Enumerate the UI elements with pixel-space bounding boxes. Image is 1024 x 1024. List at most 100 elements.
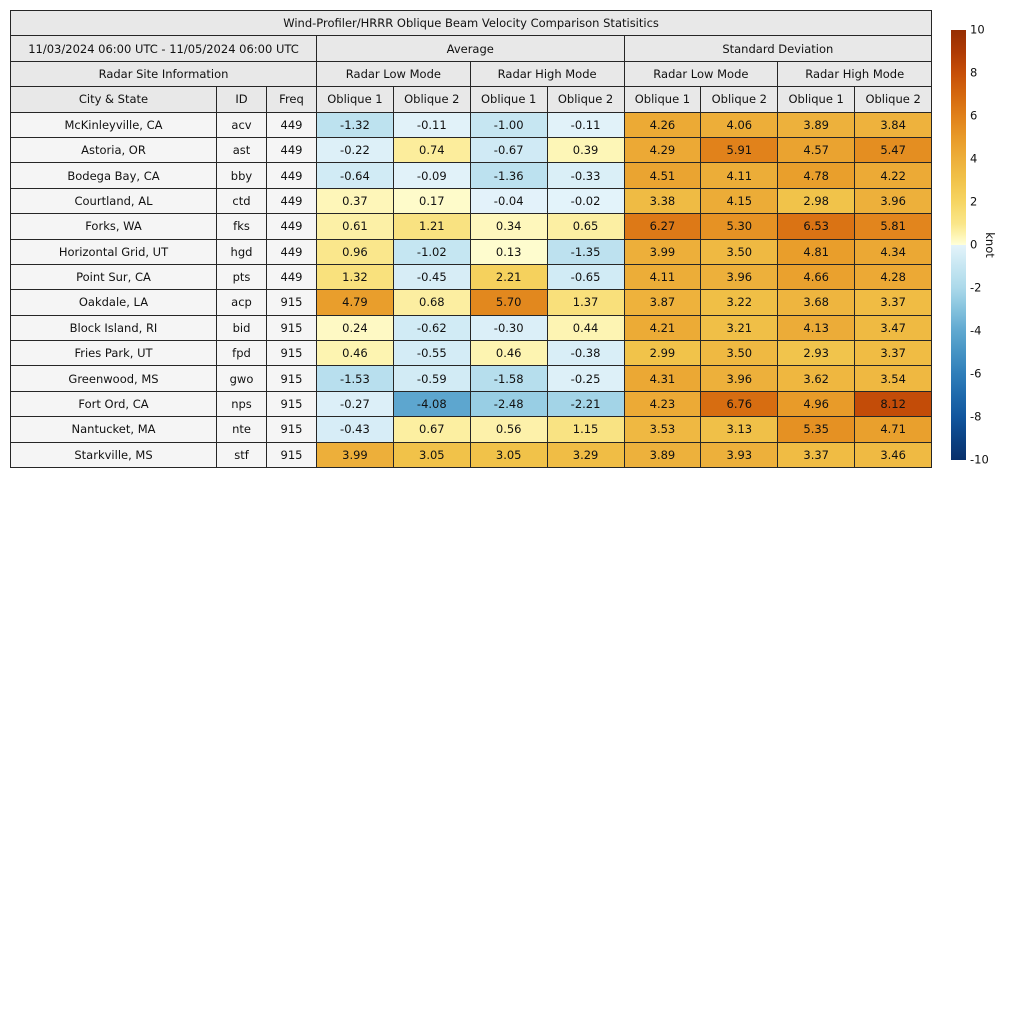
city-cell: Astoria, OR	[10, 136, 217, 164]
oblique-1-header: Oblique 1	[777, 86, 856, 113]
value-cell: -0.02	[546, 187, 625, 215]
value-cell: 0.44	[546, 314, 625, 342]
city-cell: Horizontal Grid, UT	[10, 238, 217, 265]
city-cell: Point Sur, CA	[10, 263, 217, 291]
value-cell: -0.27	[316, 390, 394, 418]
value-cell: 3.50	[700, 238, 779, 265]
column-header-row: City & State ID Freq Oblique 1 Oblique 2…	[10, 86, 933, 113]
value-cell: 1.15	[546, 416, 625, 443]
value-cell: -0.25	[546, 365, 625, 392]
value-cell: 4.15	[700, 187, 779, 215]
colorbar-tick-label: 10	[970, 22, 985, 37]
value-cell: 3.37	[854, 340, 933, 367]
value-cell: -0.67	[469, 136, 548, 164]
value-cell: 3.99	[316, 441, 394, 469]
value-cell: 0.61	[316, 213, 394, 240]
table-row: Bodega Bay, CA bby 449 -0.64 -0.09 -1.36 -0.33…	[10, 162, 933, 189]
value-cell: 5.35	[777, 416, 856, 443]
table-row: Fries Park, UT fpd 915 0.46 -0.55 0.46 -0.38 2.…	[10, 340, 933, 367]
value-cell: -1.58	[469, 365, 548, 392]
value-cell: 0.65	[546, 213, 625, 240]
freq-cell: 915	[266, 314, 317, 342]
city-cell: Greenwood, MS	[10, 365, 217, 392]
value-cell: 3.87	[623, 289, 702, 316]
colorbar-tick-label: -10	[970, 452, 989, 467]
value-cell: 4.21	[623, 314, 702, 342]
oblique-1-header: Oblique 1	[316, 86, 394, 113]
value-cell: -4.08	[392, 390, 471, 418]
freq-cell: 449	[266, 263, 317, 291]
std-low-mode-header: Radar Low Mode	[623, 60, 779, 88]
value-cell: 3.29	[546, 441, 625, 469]
value-cell: -1.32	[316, 111, 394, 138]
value-cell: 0.17	[392, 187, 471, 215]
id-cell: acv	[216, 111, 267, 138]
value-cell: 3.96	[700, 263, 779, 291]
freq-cell: 915	[266, 289, 317, 316]
freq-cell: 449	[266, 213, 317, 240]
value-cell: 4.78	[777, 162, 856, 189]
table-row: Astoria, OR ast 449 -0.22 0.74 -0.67 0.39 4.29 5…	[10, 136, 933, 164]
oblique-2-header: Oblique 2	[546, 86, 625, 113]
value-cell: -2.48	[469, 390, 548, 418]
value-cell: 4.96	[777, 390, 856, 418]
table-row: Starkville, MS stf 915 3.99 3.05 3.05 3.29 3.89…	[10, 441, 933, 469]
period-label: 11/03/2024 06:00 UTC - 11/05/2024 06:00 …	[10, 35, 317, 62]
table-title: Wind-Profiler/HRRR Oblique Beam Velocity…	[9, 9, 933, 37]
value-cell: -0.55	[392, 340, 471, 367]
value-cell: -0.33	[546, 162, 625, 189]
freq-cell: 915	[266, 340, 317, 367]
avg-low-mode-header: Radar Low Mode	[316, 60, 471, 88]
value-cell: -0.45	[392, 263, 471, 291]
freq-cell: 449	[266, 111, 317, 138]
value-cell: 3.96	[700, 365, 779, 392]
value-cell: 3.84	[854, 111, 933, 138]
value-cell: 6.53	[777, 213, 856, 240]
id-cell: fpd	[216, 340, 267, 367]
freq-cell: 915	[266, 365, 317, 392]
value-cell: 3.13	[700, 416, 779, 443]
value-cell: 3.62	[777, 365, 856, 392]
value-cell: 5.47	[854, 136, 933, 164]
value-cell: 2.21	[469, 263, 548, 291]
value-cell: 4.11	[623, 263, 702, 291]
value-cell: 0.67	[392, 416, 471, 443]
value-cell: 3.22	[700, 289, 779, 316]
freq-cell: 449	[266, 162, 317, 189]
city-cell: Oakdale, LA	[10, 289, 217, 316]
value-cell: 2.99	[623, 340, 702, 367]
section-std-dev: Standard Deviation	[623, 35, 933, 62]
id-cell: ast	[216, 136, 267, 164]
value-cell: 2.98	[777, 187, 856, 215]
freq-cell: 915	[266, 390, 317, 418]
colorbar	[951, 30, 966, 460]
value-cell: 4.34	[854, 238, 933, 265]
stats-table: Wind-Profiler/HRRR Oblique Beam Velocity…	[9, 9, 933, 469]
value-cell: 5.81	[854, 213, 933, 240]
value-cell: 3.54	[854, 365, 933, 392]
value-cell: 4.11	[700, 162, 779, 189]
city-cell: McKinleyville, CA	[10, 111, 217, 138]
id-cell: stf	[216, 441, 267, 469]
table-row: Point Sur, CA pts 449 1.32 -0.45 2.21 -0.65 4.1…	[10, 263, 933, 291]
table-row: Fort Ord, CA nps 915 -0.27 -4.08 -2.48 -2.21 4.…	[10, 390, 933, 418]
id-cell: fks	[216, 213, 267, 240]
value-cell: -1.35	[546, 238, 625, 265]
value-cell: 4.06	[700, 111, 779, 138]
value-cell: 3.89	[777, 111, 856, 138]
value-cell: -1.02	[392, 238, 471, 265]
value-cell: 2.93	[777, 340, 856, 367]
value-cell: 3.89	[623, 441, 702, 469]
value-cell: 1.37	[546, 289, 625, 316]
value-cell: 3.21	[700, 314, 779, 342]
city-cell: Block Island, RI	[10, 314, 217, 342]
value-cell: 8.12	[854, 390, 933, 418]
value-cell: 5.30	[700, 213, 779, 240]
value-cell: 3.68	[777, 289, 856, 316]
value-cell: 4.31	[623, 365, 702, 392]
id-cell: acp	[216, 289, 267, 316]
colorbar-unit-label: knot	[983, 232, 997, 258]
value-cell: 3.05	[392, 441, 471, 469]
title-row: Wind-Profiler/HRRR Oblique Beam Velocity…	[9, 9, 933, 37]
